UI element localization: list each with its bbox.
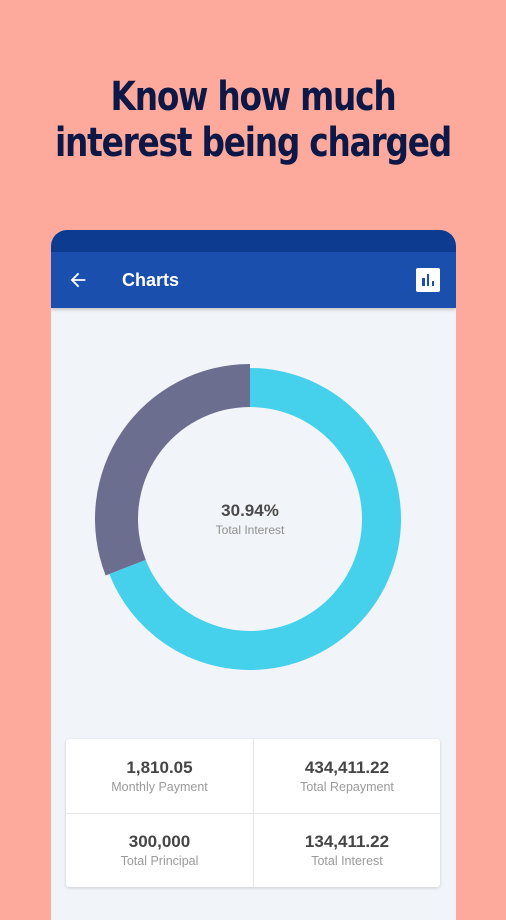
stat-value: 1,810.05	[126, 757, 193, 777]
stat-total-principal: 300,000 Total Principal	[66, 813, 253, 887]
stat-label: Monthly Payment	[111, 779, 208, 794]
stat-label: Total Interest	[311, 854, 383, 868]
bar-chart-icon[interactable]	[416, 268, 440, 292]
stat-label: Total Principal	[120, 854, 199, 868]
summary-card: 1,810.05 Monthly Payment 434,411.22 Tota…	[66, 739, 440, 887]
donut-center: 30.94% Total Interest	[95, 364, 405, 674]
donut-center-value: 30.94%	[221, 500, 279, 520]
arrow-left-icon[interactable]	[67, 269, 89, 291]
app-bar-title: Charts	[122, 270, 180, 290]
stat-value: 300,000	[128, 832, 191, 851]
stat-value: 134,411.22	[304, 832, 390, 851]
phone-screen: Charts 30.94% Total Interest 1,810.05 Mo…	[51, 230, 456, 920]
stat-total-repayment: 434,411.22 Total Repayment	[253, 739, 440, 813]
donut-chart: 30.94% Total Interest	[95, 364, 405, 674]
stat-label: Total Repayment	[300, 779, 394, 794]
headline-line-1: Know how much	[110, 74, 397, 120]
stat-monthly-payment: 1,810.05 Monthly Payment	[66, 739, 253, 813]
status-bar	[51, 230, 456, 252]
app-bar: Charts	[51, 252, 456, 308]
donut-slice-total-interest	[95, 364, 250, 576]
headline-line-2: interest being charged	[54, 120, 452, 166]
donut-center-label: Total Interest	[215, 522, 285, 537]
stat-value: 434,411.22	[304, 757, 390, 777]
promo-headline: Know how much interest being charged	[46, 74, 461, 166]
stat-total-interest: 134,411.22 Total Interest	[253, 813, 440, 887]
